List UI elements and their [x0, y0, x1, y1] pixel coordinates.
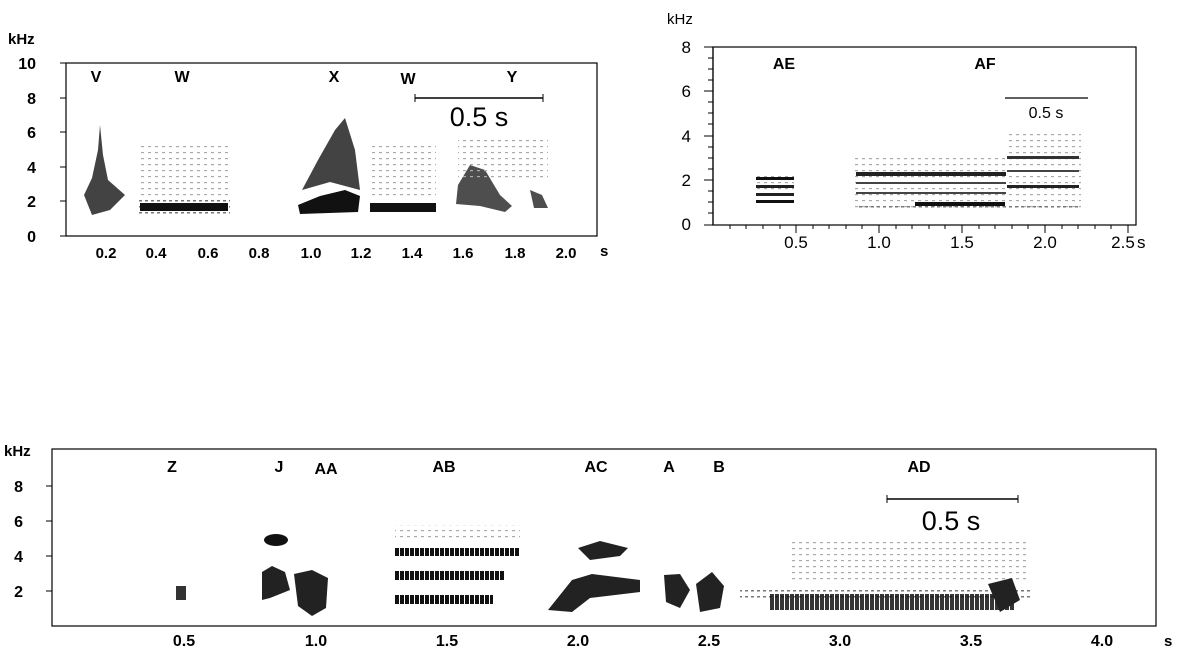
panel-b-x-unit: s [1137, 233, 1146, 252]
x-tick: 2.0 [567, 633, 589, 650]
panel-a-y-unit: kHz [8, 31, 35, 48]
x-tick: 1.4 [402, 245, 424, 262]
panel-a-frame [65, 62, 598, 237]
syllable-label: AF [974, 56, 996, 73]
y-tick: 0 [682, 215, 691, 234]
panel-c-y-unit: kHz [4, 443, 31, 460]
syllable-label: V [91, 69, 102, 86]
panel-a-x-unit: s [600, 243, 608, 260]
y-tick: 8 [14, 479, 23, 496]
y-tick: 2 [14, 584, 23, 601]
panel-c-spectrogram [176, 525, 1030, 616]
y-tick: 0 [27, 229, 36, 246]
syllable-label: A [663, 459, 675, 476]
x-tick: 2.0 [556, 245, 577, 262]
x-tick: 1.8 [505, 245, 526, 262]
y-tick: 2 [27, 194, 36, 211]
panel-a-syllable-labels: V W X W Y [91, 69, 518, 88]
syllable-label: J [275, 459, 284, 476]
x-tick: 0.2 [96, 245, 117, 262]
x-tick: 0.5 [173, 633, 195, 650]
syllable-label: AA [314, 461, 338, 478]
x-tick: 0.8 [249, 245, 270, 262]
x-tick: 3.0 [829, 633, 851, 650]
syllable-label: Y [507, 69, 518, 86]
panel-c-scale-bar: 0.5 s [886, 495, 1019, 536]
x-tick: 2.5 [1111, 233, 1135, 252]
x-tick: 1.2 [351, 245, 372, 262]
scale-bar-label: 0.5 s [450, 102, 509, 132]
x-tick: 2.0 [1033, 233, 1057, 252]
panel-c-frame [51, 448, 1157, 627]
x-tick: 2.5 [698, 633, 720, 650]
panel-c-syllable-labels: Z J AA AB AC A B AD [167, 459, 930, 478]
panel-b-y-unit: kHz [667, 11, 693, 28]
x-tick: 1.0 [867, 233, 891, 252]
y-tick: 10 [18, 56, 36, 73]
panel-c-y-ticks: 8 6 4 2 [14, 479, 23, 601]
syllable-label: W [174, 69, 190, 86]
panel-a: kHz s 10 8 6 4 2 0 0.2 0.4 0.6 0.8 1.0 1… [8, 31, 608, 262]
syllable-label: AC [584, 459, 608, 476]
scale-bar-label: 0.5 s [1029, 105, 1064, 122]
x-tick: 0.5 [784, 233, 808, 252]
panel-c-x-ticks: 0.5 1.0 1.5 2.0 2.5 3.0 3.5 4.0 [173, 633, 1113, 650]
panel-b-y-ticks: 8 6 4 2 0 [682, 38, 691, 234]
y-tick: 8 [682, 38, 691, 57]
x-tick: 1.0 [305, 633, 327, 650]
y-tick: 4 [682, 127, 691, 146]
syllable-label: X [329, 69, 340, 86]
y-tick: 6 [14, 514, 23, 531]
syllable-label: W [400, 71, 416, 88]
y-tick: 4 [27, 160, 36, 177]
x-tick: 4.0 [1091, 633, 1113, 650]
syllable-label: AD [907, 459, 930, 476]
panel-b-scale-bar: 0.5 s [1005, 97, 1088, 122]
panel-a-y-ticks: 10 8 6 4 2 0 [18, 56, 36, 246]
y-tick: 4 [14, 549, 23, 566]
panel-b: kHz s 8 6 4 2 0 0.5 [667, 11, 1146, 252]
y-tick: 8 [27, 91, 36, 108]
panel-b-spectrogram [756, 132, 1081, 212]
syllable-label: B [713, 459, 725, 476]
panel-a-spectrogram [84, 118, 548, 215]
syllable-label: AE [773, 56, 796, 73]
x-tick: 0.6 [198, 245, 219, 262]
panel-a-scale-bar: 0.5 s [414, 94, 544, 132]
scale-bar-label: 0.5 s [922, 506, 981, 536]
x-tick: 0.4 [146, 245, 168, 262]
y-tick: 6 [27, 125, 36, 142]
x-tick: 1.6 [453, 245, 474, 262]
syllable-label: AB [432, 459, 455, 476]
panel-c-x-unit: s [1164, 633, 1172, 650]
panel-b-syllable-labels: AE AF [773, 56, 996, 73]
x-tick: 1.5 [950, 233, 974, 252]
y-tick: 6 [682, 82, 691, 101]
x-tick: 1.5 [436, 633, 458, 650]
panel-a-x-ticks: 0.2 0.4 0.6 0.8 1.0 1.2 1.4 1.6 1.8 2.0 [96, 245, 577, 262]
y-tick: 2 [682, 171, 691, 190]
panel-b-x-ticks: 0.5 1.0 1.5 2.0 2.5 [784, 233, 1135, 252]
panel-c: kHz s 8 6 4 2 0.5 1.0 1.5 2.0 2.5 3.0 3.… [4, 443, 1172, 650]
x-tick: 1.0 [301, 245, 322, 262]
syllable-label: Z [167, 459, 177, 476]
x-tick: 3.5 [960, 633, 982, 650]
